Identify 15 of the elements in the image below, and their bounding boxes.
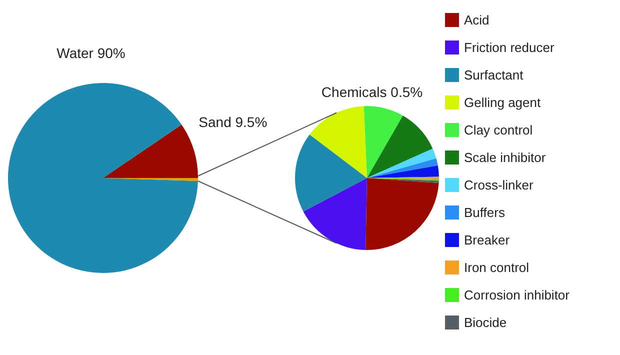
legend-label: Surfactant — [464, 68, 524, 82]
legend-label: Clay control — [464, 122, 533, 138]
legend-label: Acid — [464, 12, 490, 28]
legend-label: Breaker — [464, 232, 510, 248]
legend-label: Scale inhibitor — [464, 150, 546, 165]
slice-label: Water 90% — [56, 45, 126, 61]
legend-label: Friction reducer — [464, 40, 555, 55]
legend-label: Iron control — [464, 260, 530, 275]
legend-label: Corrosion inhibitor — [464, 288, 570, 302]
slice-label: Sand 9.5% — [198, 114, 268, 130]
legend-label: Gelling agent — [464, 95, 541, 110]
legend-label: Biocide — [464, 315, 507, 330]
legend-label: Buffers — [464, 205, 506, 220]
legend-label: Cross-linker — [464, 178, 534, 192]
text: Chemicals 0.5% — [321, 84, 423, 100]
